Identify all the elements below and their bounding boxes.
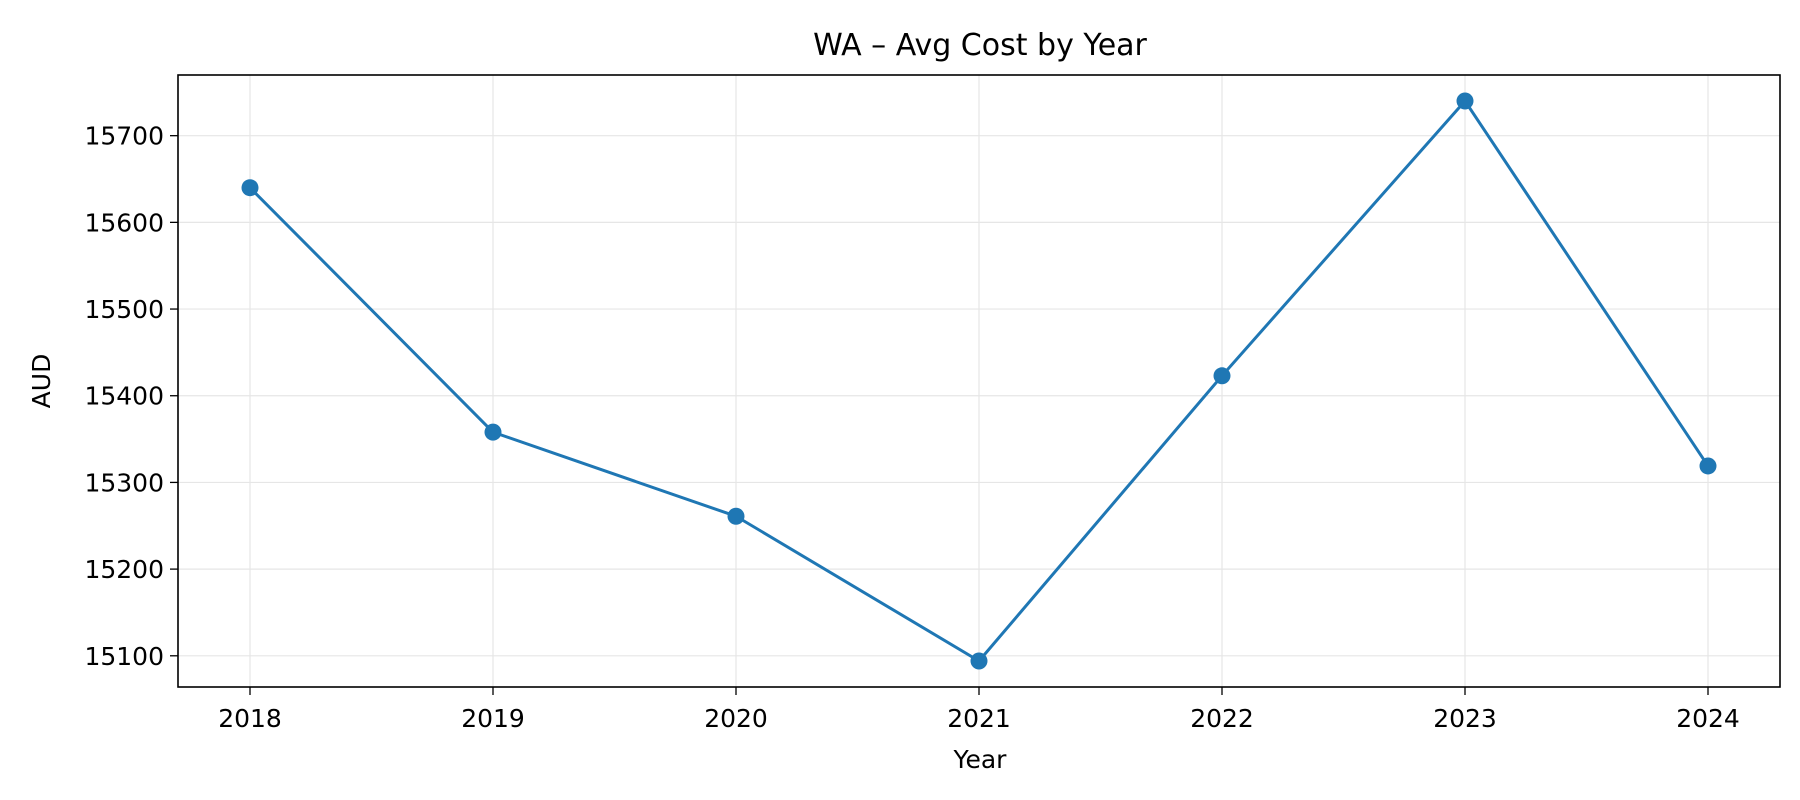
x-tick-label: 2018 — [218, 704, 282, 733]
data-point-2024 — [1699, 457, 1717, 475]
x-tick-label: 2019 — [461, 704, 525, 733]
x-tick-label: 2022 — [1190, 704, 1254, 733]
data-point-2022 — [1213, 367, 1231, 385]
y-axis-label: AUD — [27, 354, 56, 409]
chart-title: WA – Avg Cost by Year — [813, 28, 1147, 63]
y-tick-label: 15700 — [84, 122, 164, 151]
y-tick-label: 15500 — [84, 295, 164, 324]
y-tick-label: 15200 — [84, 555, 164, 584]
y-tick-label: 15400 — [84, 382, 164, 411]
x-tick-label: 2023 — [1433, 704, 1497, 733]
x-tick-label: 2020 — [704, 704, 768, 733]
y-tick-label: 15300 — [84, 468, 164, 497]
data-point-2023 — [1456, 92, 1474, 110]
data-point-2019 — [484, 423, 502, 441]
x-axis-label: Year — [953, 745, 1008, 774]
x-tick-label: 2024 — [1676, 704, 1740, 733]
data-point-2020 — [727, 507, 745, 525]
x-tick-label: 2021 — [947, 704, 1011, 733]
x-axis: 2018 2019 2020 2021 2022 2023 2024 — [218, 687, 1740, 733]
y-tick-label: 15100 — [84, 642, 164, 671]
grid-layer — [178, 75, 1780, 687]
y-tick-label: 15600 — [84, 208, 164, 237]
series-layer — [241, 92, 1717, 670]
y-axis: 15100 15200 15300 15400 15500 15600 15700 — [84, 122, 178, 671]
data-point-2018 — [241, 179, 259, 197]
data-point-2021 — [970, 652, 988, 670]
